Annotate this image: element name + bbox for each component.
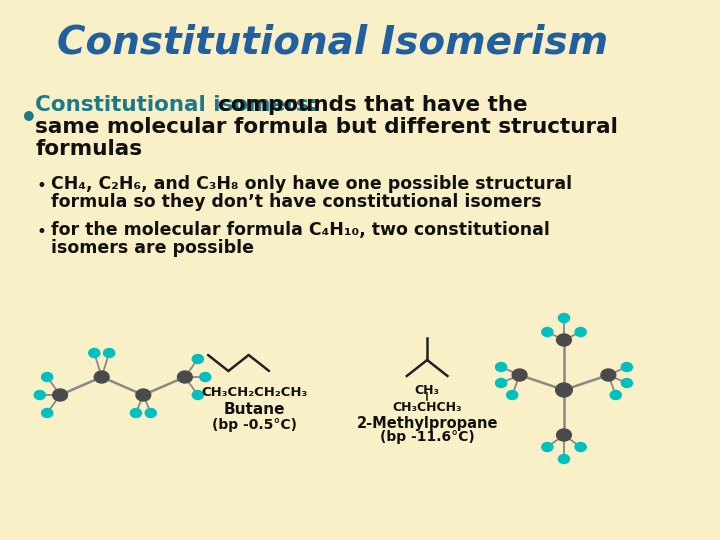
Ellipse shape — [104, 348, 114, 357]
Ellipse shape — [178, 371, 192, 383]
Ellipse shape — [495, 379, 507, 388]
Text: •: • — [37, 177, 47, 195]
Text: (bp -0.5°C): (bp -0.5°C) — [212, 418, 297, 432]
Text: •: • — [20, 105, 38, 133]
Ellipse shape — [575, 442, 586, 451]
Text: CH₃CH₂CH₂CH₃: CH₃CH₂CH₂CH₃ — [201, 386, 307, 399]
Text: formula so they don’t have constitutional isomers: formula so they don’t have constitutiona… — [51, 193, 541, 211]
Ellipse shape — [559, 314, 570, 322]
Ellipse shape — [611, 390, 621, 400]
Text: Constitutional Isomerism: Constitutional Isomerism — [58, 23, 608, 61]
Ellipse shape — [42, 373, 53, 381]
Ellipse shape — [53, 389, 68, 401]
Text: compounds that have the: compounds that have the — [218, 95, 528, 115]
Ellipse shape — [89, 348, 100, 357]
Ellipse shape — [35, 390, 45, 400]
Ellipse shape — [575, 327, 586, 336]
Ellipse shape — [621, 379, 632, 388]
Text: CH₃: CH₃ — [415, 384, 440, 397]
Ellipse shape — [512, 369, 527, 381]
Text: for the molecular formula C₄H₁₀, two constitutional: for the molecular formula C₄H₁₀, two con… — [51, 221, 550, 239]
Ellipse shape — [621, 362, 632, 372]
Text: Constitutional isomers:: Constitutional isomers: — [35, 95, 325, 115]
Ellipse shape — [601, 369, 616, 381]
Ellipse shape — [42, 408, 53, 417]
Ellipse shape — [94, 371, 109, 383]
Ellipse shape — [136, 389, 150, 401]
Ellipse shape — [192, 354, 204, 363]
Ellipse shape — [557, 429, 572, 441]
Text: isomers are possible: isomers are possible — [51, 239, 254, 257]
Ellipse shape — [145, 408, 156, 417]
Text: Butane: Butane — [223, 402, 285, 417]
Ellipse shape — [495, 362, 507, 372]
Ellipse shape — [130, 408, 141, 417]
Ellipse shape — [199, 373, 211, 381]
Text: 2-Methylpropane: 2-Methylpropane — [356, 416, 498, 431]
Text: same molecular formula but different structural: same molecular formula but different str… — [35, 117, 618, 137]
Ellipse shape — [559, 455, 570, 463]
Text: CH₃CHCH₃: CH₃CHCH₃ — [392, 401, 462, 414]
Text: (bp -11.6°C): (bp -11.6°C) — [379, 430, 474, 444]
Ellipse shape — [541, 442, 553, 451]
Text: CH₄, C₂H₆, and C₃H₈ only have one possible structural: CH₄, C₂H₆, and C₃H₈ only have one possib… — [51, 175, 572, 193]
Text: •: • — [37, 223, 47, 241]
Ellipse shape — [557, 334, 572, 346]
Text: formulas: formulas — [35, 139, 143, 159]
Ellipse shape — [192, 390, 204, 400]
Ellipse shape — [541, 327, 553, 336]
Ellipse shape — [556, 383, 572, 397]
Ellipse shape — [507, 390, 518, 400]
